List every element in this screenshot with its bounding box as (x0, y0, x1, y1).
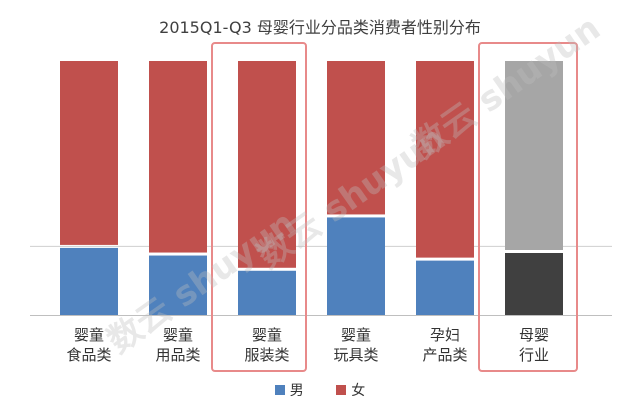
legend-item-male: 男 (274, 380, 304, 400)
legend-swatch-female (336, 385, 347, 395)
legend-label-female: 女 (351, 383, 366, 399)
legend-swatch-male (274, 385, 285, 395)
category-label-line: 婴童 (251, 326, 282, 344)
category-label-5: 母婴 行业 (489, 325, 579, 365)
bar-female-2 (238, 61, 296, 268)
bar-male-0 (60, 247, 118, 315)
highlight-box-clothing (211, 42, 307, 372)
category-label-line: 产品类 (422, 346, 468, 364)
category-label-line: 母婴 (518, 326, 549, 344)
bar-female-4 (416, 61, 474, 258)
category-label-line: 婴童 (162, 326, 193, 344)
category-label-line: 婴童 (73, 326, 104, 344)
chart-title: 2015Q1-Q3 母婴行业分品类消费者性别分布 (159, 18, 481, 37)
category-label-line: 食品类 (66, 346, 112, 364)
highlight-box-industry (478, 42, 578, 372)
bar-male-2 (238, 270, 296, 315)
bar-female-5 (505, 61, 563, 250)
category-label-1: 婴童 用品类 (133, 325, 223, 365)
bar-male-4 (416, 260, 474, 315)
category-label-2: 婴童 服装类 (222, 325, 312, 365)
category-label-3: 婴童 玩具类 (311, 325, 401, 365)
legend-label-male: 男 (289, 383, 304, 399)
bar-male-1 (149, 255, 207, 315)
legend-item-female: 女 (336, 380, 365, 400)
category-label-line: 玩具类 (333, 346, 379, 364)
bar-female-1 (149, 61, 207, 253)
category-label-line: 行业 (518, 346, 549, 364)
category-label-line: 用品类 (155, 346, 201, 364)
category-label-line: 孕妇 (429, 326, 460, 344)
bar-male-5 (505, 253, 563, 315)
category-label-line: 服装类 (244, 346, 290, 364)
bar-female-3 (327, 61, 385, 215)
category-label-0: 婴童 食品类 (44, 325, 134, 365)
category-label-4: 孕妇 产品类 (400, 325, 490, 365)
category-label-line: 婴童 (340, 326, 371, 344)
legend: 男 女 (0, 380, 640, 400)
bar-female-0 (60, 61, 118, 245)
bar-male-3 (327, 217, 385, 315)
